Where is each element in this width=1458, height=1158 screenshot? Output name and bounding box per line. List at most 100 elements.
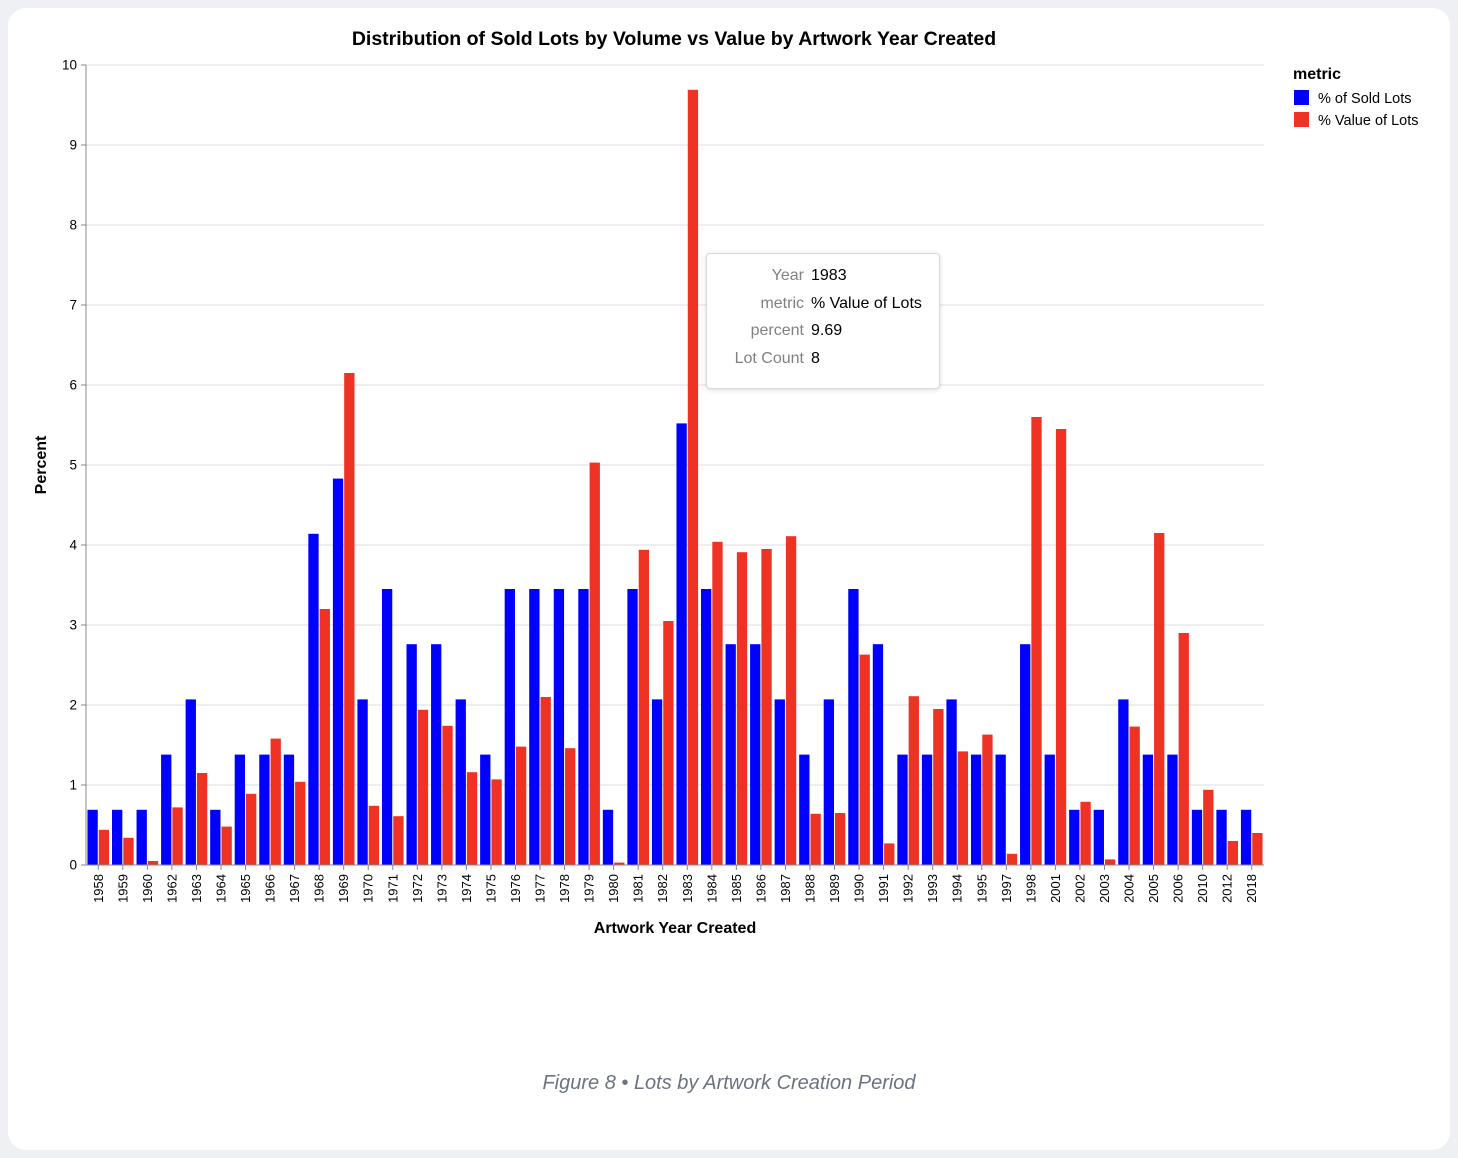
bar-value-of-lots — [785, 536, 797, 865]
x-tick-label: 1978 — [557, 874, 572, 903]
bar-value-of-lots — [712, 541, 723, 865]
bar-value-of-lots — [368, 805, 380, 865]
bar-value-of-lots — [859, 654, 870, 865]
x-tick-label: 2005 — [1146, 874, 1161, 903]
x-tick-label: 1977 — [533, 874, 548, 903]
bar-sold-lots — [332, 478, 344, 865]
bar-sold-lots — [210, 809, 221, 865]
bar-sold-lots — [112, 809, 123, 865]
bar-value-of-lots — [393, 816, 404, 865]
y-tick-label: 10 — [62, 58, 77, 73]
bar-value-of-lots — [761, 549, 772, 865]
legend-swatch-value — [1294, 112, 1309, 127]
x-tick-label: 2012 — [1220, 874, 1235, 903]
bar-value-of-lots — [1080, 801, 1091, 865]
y-axis: 0 1 2 3 4 5 6 7 8 9 10 — [62, 58, 87, 873]
legend: metric % of Sold Lots % Value of Lots — [1293, 66, 1419, 129]
bar-sold-lots — [357, 699, 368, 865]
figure-caption: Figure 8 • Lots by Artwork Creation Peri… — [542, 1072, 916, 1094]
x-tick-label: 1969 — [336, 874, 351, 903]
x-tick-label: 1997 — [999, 874, 1014, 903]
x-tick-label: 1998 — [1023, 874, 1038, 903]
tooltip-row-percent: percent 9.69 — [721, 321, 922, 349]
x-tick-label: 2001 — [1048, 874, 1063, 903]
bar-sold-lots — [529, 589, 540, 865]
bar-sold-lots — [970, 754, 982, 865]
x-tick-label: 2006 — [1171, 874, 1186, 903]
legend-label-sold: % of Sold Lots — [1318, 91, 1412, 107]
bar-sold-lots — [1240, 809, 1252, 865]
x-tick-label: 1979 — [582, 874, 597, 903]
bar-sold-lots — [651, 699, 663, 865]
x-tick-label: 1994 — [950, 874, 965, 903]
x-tick-label: 1963 — [189, 874, 204, 903]
bar-value-of-lots — [1178, 633, 1189, 865]
bar-sold-lots — [921, 754, 933, 865]
bar-value-of-lots — [344, 373, 355, 865]
bar-sold-lots — [946, 699, 957, 865]
bar-value-of-lots — [933, 709, 944, 865]
x-tick-label: 1974 — [459, 874, 474, 903]
y-tick-label: 3 — [69, 618, 77, 633]
bar-value-of-lots — [957, 751, 969, 865]
bar-value-of-lots — [908, 696, 919, 865]
bar-sold-lots — [1093, 809, 1104, 865]
y-tick-label: 7 — [69, 298, 77, 313]
bar-sold-lots — [1044, 754, 1055, 865]
x-tick-label: 1972 — [410, 874, 425, 903]
bar-value-of-lots — [246, 793, 257, 865]
bars — [87, 89, 1263, 866]
y-tick-label: 0 — [69, 858, 77, 873]
legend-title: metric — [1293, 66, 1341, 83]
bar-value-of-lots — [638, 549, 649, 865]
x-tick-label: 1975 — [483, 874, 498, 903]
x-tick-label: 1976 — [508, 874, 523, 903]
tooltip-key: Year — [771, 267, 804, 284]
grid-lines — [86, 64, 1264, 866]
bar-sold-lots — [185, 699, 196, 865]
bar-sold-lots — [799, 754, 810, 865]
x-tick-label: 1965 — [238, 874, 253, 903]
bar-value-of-lots — [270, 738, 281, 865]
tooltip-value: 9.69 — [811, 322, 843, 339]
tooltip-row-lot-count: Lot Count 8 — [721, 349, 922, 377]
tooltip-value: % Value of Lots — [811, 294, 922, 312]
x-tick-label: 1959 — [115, 874, 130, 903]
bar-sold-lots — [1069, 809, 1080, 865]
bar-sold-lots — [504, 589, 515, 865]
bar-value-of-lots — [442, 725, 453, 865]
bar-value-of-lots — [565, 748, 576, 865]
y-tick-label: 8 — [69, 218, 77, 233]
x-tick-label: 1960 — [140, 874, 155, 903]
bar-value-of-lots — [1129, 726, 1140, 865]
bar-sold-lots — [283, 754, 295, 865]
bar-value-of-lots — [196, 773, 208, 865]
x-tick-label: 1973 — [434, 874, 449, 903]
bar-value-of-lots — [172, 807, 183, 865]
tooltip-row-year: Year 1983 — [721, 266, 922, 294]
x-tick-label: 1992 — [901, 874, 916, 903]
tooltip-key: percent — [750, 322, 804, 339]
bar-value-of-lots — [466, 772, 478, 865]
y-axis-title: Percent — [33, 435, 50, 494]
bar-sold-lots — [602, 809, 614, 865]
bar-value-of-lots — [1154, 533, 1165, 865]
bar-sold-lots — [823, 699, 835, 865]
bar-value-of-lots — [1203, 789, 1214, 865]
bar-value-of-lots — [1252, 833, 1263, 865]
bar-sold-lots — [578, 589, 589, 865]
bar-value-of-lots — [515, 746, 527, 865]
bar-sold-lots — [87, 809, 98, 865]
bar-sold-lots — [161, 754, 172, 865]
x-tick-label: 1991 — [876, 874, 891, 903]
x-tick-label: 1988 — [802, 874, 817, 903]
legend-swatch-sold — [1294, 90, 1309, 105]
bar-value-of-lots — [147, 861, 159, 865]
x-tick-label: 1980 — [606, 874, 621, 903]
bar-sold-lots — [701, 589, 712, 865]
bar-value-of-lots — [589, 462, 600, 865]
x-tick-label: 2002 — [1072, 874, 1087, 903]
bar-value-of-lots — [98, 829, 110, 865]
bar-sold-lots — [308, 533, 319, 865]
